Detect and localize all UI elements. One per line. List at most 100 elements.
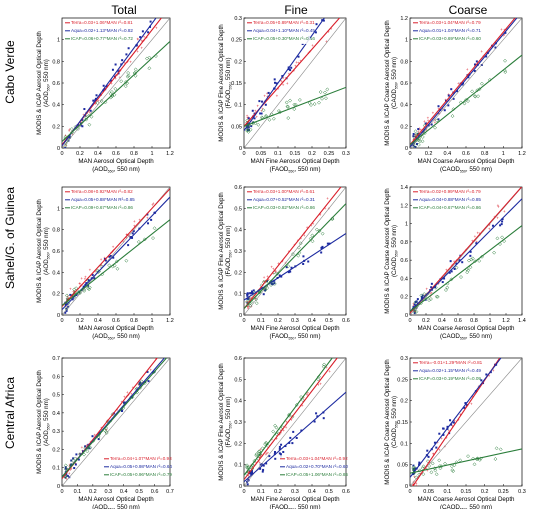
icap-point	[412, 145, 417, 148]
x-tick-label: 0.8	[130, 318, 138, 324]
icap-point	[493, 457, 498, 461]
x-tick-label: 0.6	[462, 151, 470, 157]
icap-point	[63, 467, 68, 472]
icap-regression-line	[410, 225, 522, 312]
aqua-point	[280, 275, 283, 278]
aqua-point	[466, 404, 469, 407]
icap-regression-line	[410, 448, 522, 474]
aqua-point	[282, 450, 285, 453]
y-tick-label: 0	[239, 313, 242, 319]
aqua-point	[480, 379, 483, 382]
x-tick-label: 0.2	[481, 489, 489, 495]
x-axis-label: MAN Fine Aerosol Optical Depth	[250, 158, 340, 165]
aqua-point	[320, 246, 323, 249]
icap-point	[317, 100, 321, 105]
terra-point: +	[325, 365, 328, 370]
terra-point: +	[80, 276, 83, 281]
icap-point	[420, 466, 425, 471]
x-tick-label: 0.1	[257, 318, 265, 324]
icap-point	[470, 256, 475, 261]
icap-point	[269, 283, 273, 287]
aqua-point	[81, 125, 84, 128]
icap-point	[288, 98, 293, 103]
x-tick-label: 0.6	[151, 489, 159, 495]
y-tick-label: 0.2	[400, 124, 408, 130]
icap-point	[87, 122, 92, 127]
icap-point	[438, 466, 443, 471]
aqua-point	[81, 118, 84, 121]
terra-point: +	[281, 259, 284, 264]
aqua-point	[249, 292, 252, 295]
legend-entry-terra: Terra=0.08+0.92*MAN r²=0.82	[71, 189, 133, 194]
x-tick-label: 0.05	[256, 151, 267, 157]
terra-point: +	[430, 290, 433, 295]
aqua-point	[441, 281, 444, 284]
terra-point: +	[301, 403, 304, 408]
plot-area: ++++++++++++++++++++++++++++++++++++++++…	[410, 187, 522, 315]
y-tick-label: 0.2	[234, 270, 242, 276]
terra-regression-line	[244, 187, 342, 309]
aqua-point	[278, 452, 281, 455]
aqua-point	[302, 262, 305, 265]
aqua-point	[278, 447, 281, 450]
icap-point	[430, 461, 435, 466]
icap-point	[245, 465, 250, 470]
legend-entry-terra: Terra=0.03+1.00*MAN r²=0.61	[253, 189, 315, 194]
aqua-point	[289, 436, 292, 439]
legend-entry-aqua: Aqua=0.04+0.88*MAN r²=0.85	[419, 197, 481, 202]
icap-point	[314, 227, 319, 232]
terra-point: +	[413, 475, 416, 480]
terra-point: +	[420, 128, 423, 133]
legend: Terra=0.02+0.99*MAN r²=0.79 Aqua=0.04+0.8…	[412, 189, 481, 213]
icap-point	[290, 252, 295, 257]
icap-point	[246, 129, 251, 134]
terra-point: +	[293, 68, 296, 73]
icap-point	[147, 55, 152, 60]
aqua-point	[501, 218, 504, 221]
aqua-point	[302, 255, 305, 258]
aqua-point	[447, 94, 450, 97]
legend-background	[412, 20, 476, 44]
x-axis-label-unit: (AOD550, 550 nm)	[92, 504, 140, 509]
icap-point	[254, 301, 259, 306]
aqua-point	[149, 20, 152, 23]
terra-point: +	[280, 431, 283, 436]
aqua-regression-line	[62, 18, 157, 147]
y-tick-label: 0.6	[400, 258, 408, 264]
x-tick-label: 0.3	[291, 318, 299, 324]
x-tick-label: 0	[60, 151, 63, 157]
terra-point: +	[300, 236, 303, 241]
icap-point	[321, 364, 326, 369]
icap-point	[454, 265, 459, 270]
aqua-point	[65, 148, 67, 150]
icap-point	[126, 70, 131, 75]
aqua-point	[499, 224, 502, 227]
x-tick-label: 0.5	[325, 489, 333, 495]
aqua-point	[438, 432, 441, 435]
legend-entry-aqua: Aqua=0.02+0.70*MAN r²=0.60	[286, 464, 348, 469]
plot-area: ++++++++++++++++++++++++++++++++++++++++…	[62, 187, 170, 315]
x-tick-label: 1.2	[166, 151, 174, 157]
aqua-point	[89, 109, 92, 112]
icap-point	[503, 70, 508, 74]
aqua-point	[91, 273, 94, 276]
x-axis-label-unit: (AOD550, 550 nm)	[92, 333, 140, 341]
icap-point	[451, 469, 456, 474]
terra-point: +	[133, 223, 136, 228]
terra-point: +	[271, 437, 274, 442]
x-axis-label-unit: (CAOD550, 550 nm)	[440, 333, 492, 341]
y-tick-label: 0.6	[52, 81, 60, 87]
aqua-point	[328, 12, 330, 14]
y-tick-label: 0.8	[400, 59, 408, 65]
aqua-point	[259, 467, 262, 470]
x-tick-label: 0.2	[76, 318, 84, 324]
plot-area: ++++++++++++++++++++++++++++++++++++++++…	[244, 187, 346, 315]
x-tick-label: 1.4	[518, 318, 526, 324]
icap-regression-line	[244, 358, 333, 476]
terra-point: +	[445, 435, 448, 440]
icap-point	[443, 288, 448, 292]
aqua-point	[291, 442, 294, 445]
terra-point: +	[474, 234, 477, 239]
terra-point: +	[260, 108, 263, 113]
terra-point: +	[116, 408, 119, 413]
